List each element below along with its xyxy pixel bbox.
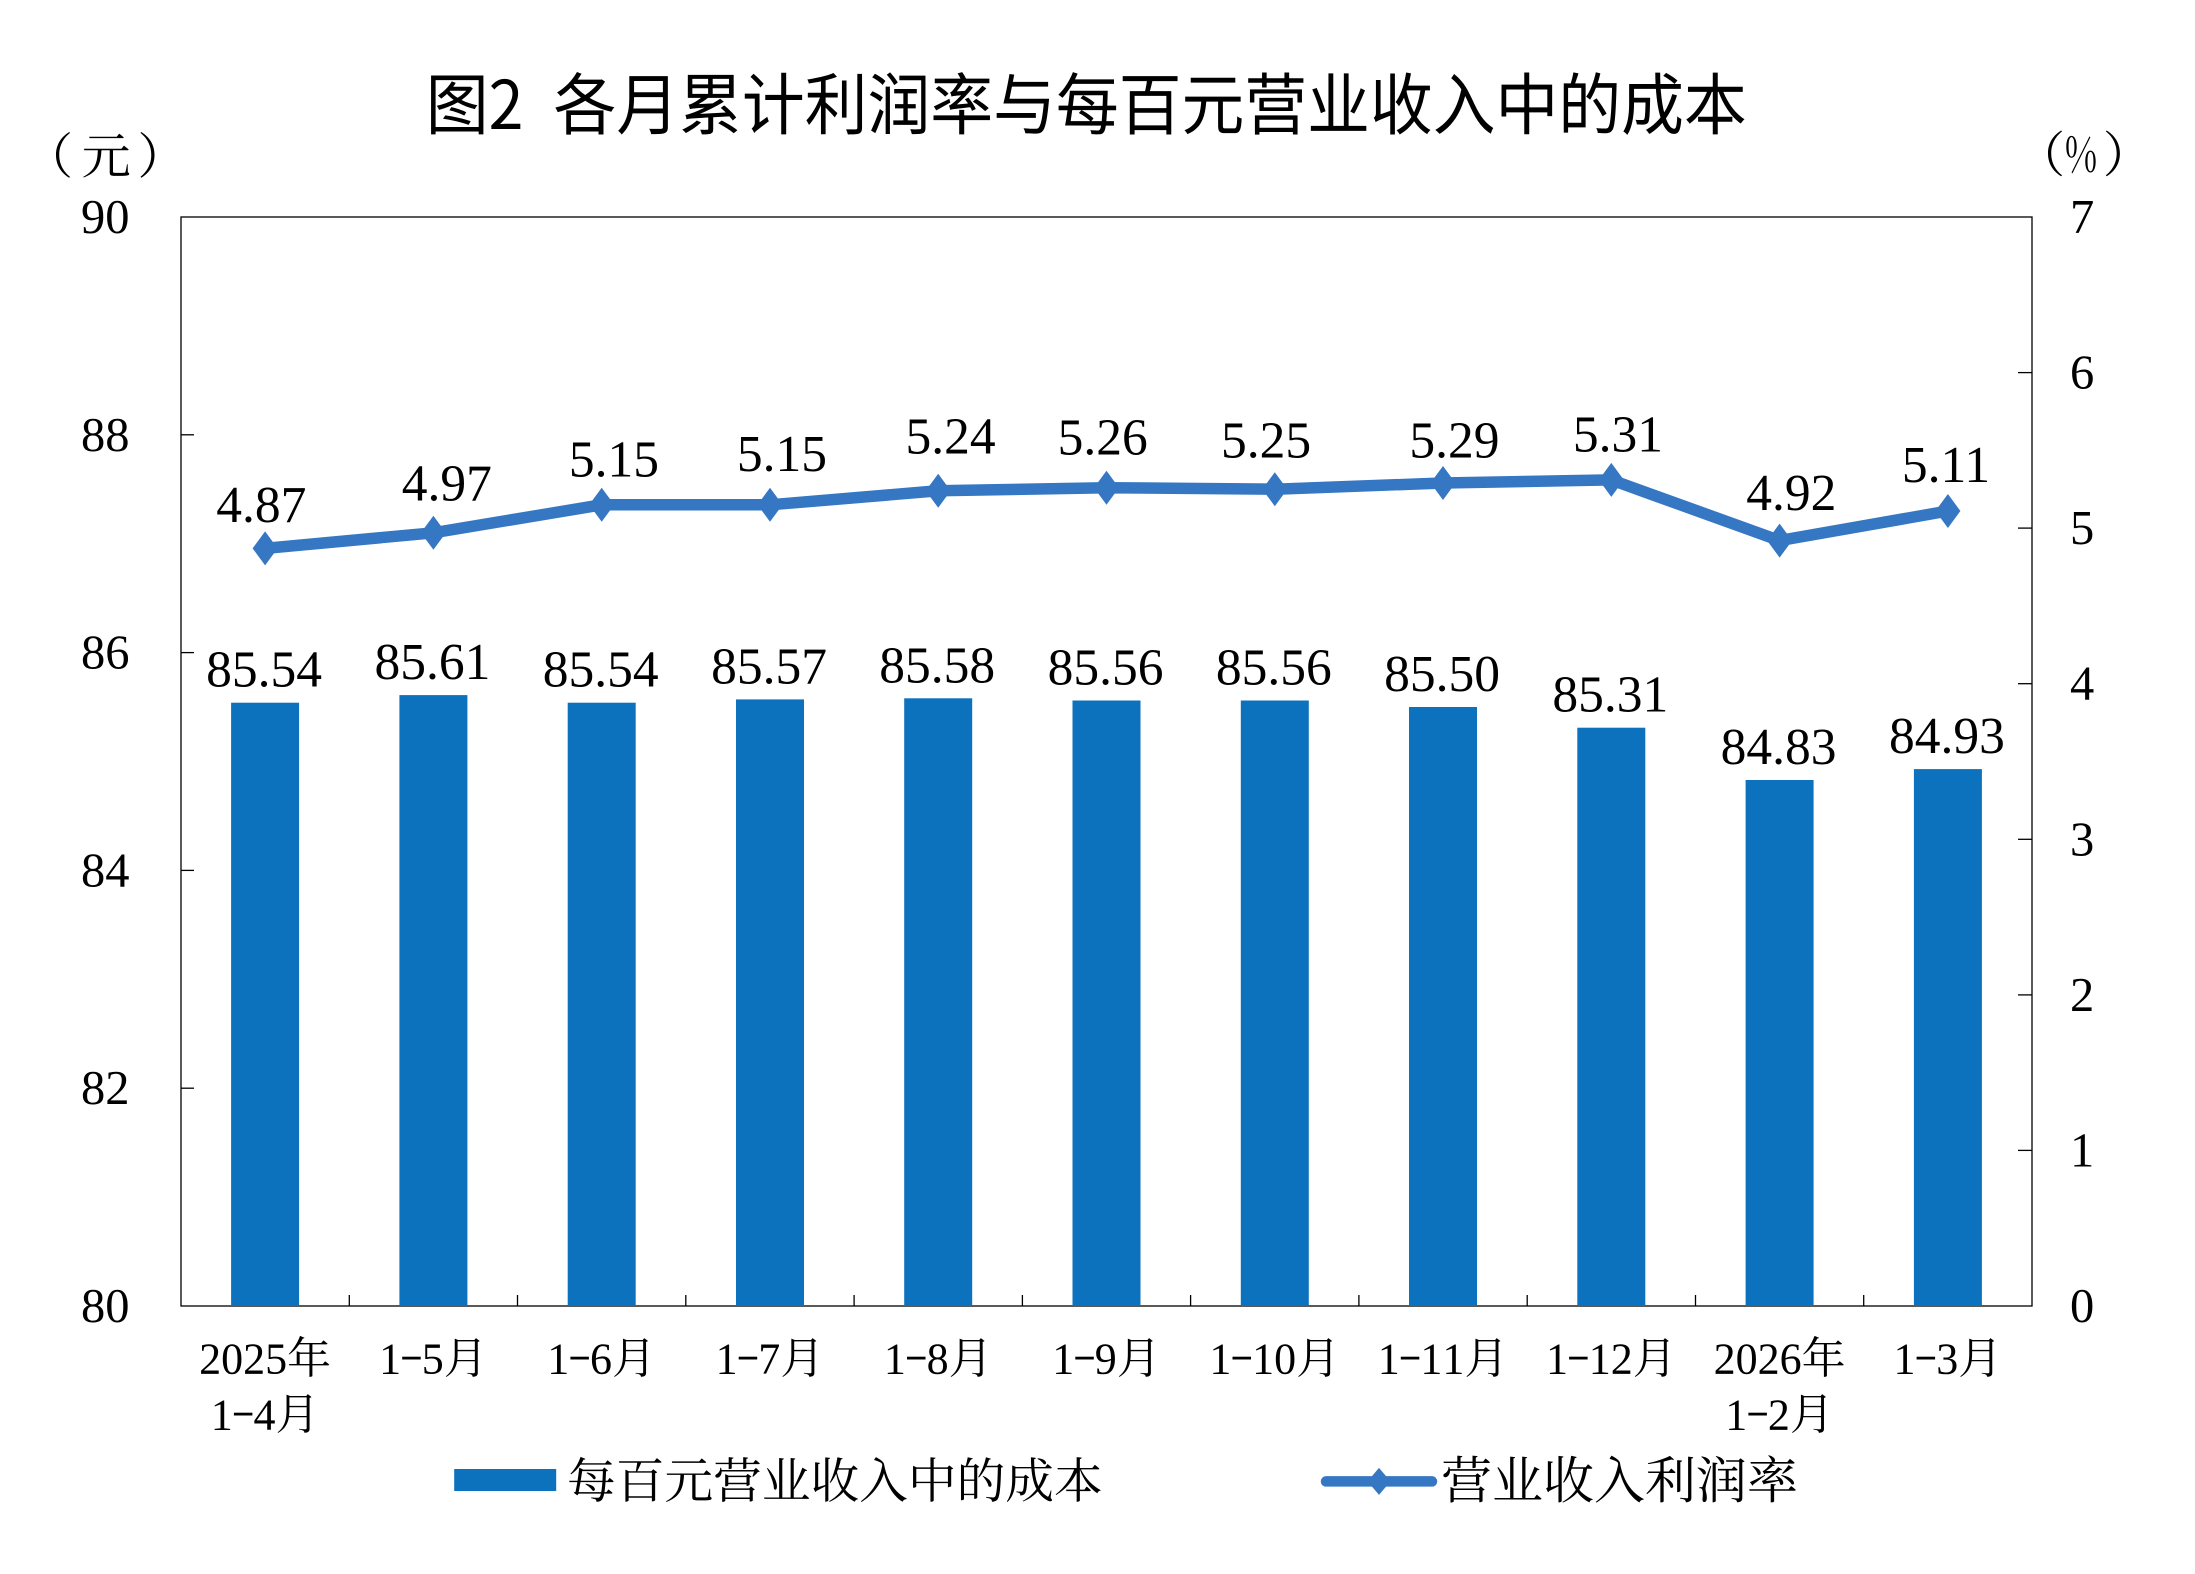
svg-text:5.26: 5.26 [1058,410,1148,467]
svg-text:5: 5 [265,1335,287,1384]
svg-text:88: 88 [81,409,130,462]
svg-text:1: 1 [379,1335,401,1384]
svg-text:2: 2 [1714,1335,1736,1384]
svg-text:2: 2 [2070,969,2094,1022]
svg-text:85.50: 85.50 [1384,646,1500,703]
svg-text:5.15: 5.15 [737,426,827,483]
svg-text:1: 1 [1894,1335,1916,1384]
svg-text:5.31: 5.31 [1573,407,1663,464]
svg-text:4: 4 [2070,658,2094,711]
svg-text:2: 2 [1611,1335,1633,1384]
svg-text:8: 8 [927,1335,949,1384]
svg-text:85.57: 85.57 [711,638,827,695]
svg-text:9: 9 [1095,1335,1117,1384]
svg-text:85.58: 85.58 [879,637,995,694]
svg-text:2: 2 [1768,1391,1790,1440]
svg-text:80: 80 [81,1280,130,1333]
svg-text:0: 0 [1274,1335,1296,1384]
svg-text:3: 3 [1936,1335,1958,1384]
svg-text:1: 1 [1442,1335,1464,1384]
svg-text:4.97: 4.97 [402,455,492,512]
svg-text:84: 84 [81,844,130,897]
svg-text:5.15: 5.15 [569,432,659,489]
svg-text:82: 82 [81,1062,130,1115]
svg-text:1: 1 [1209,1335,1231,1384]
svg-text:1: 1 [211,1391,233,1440]
svg-text:1: 1 [1420,1335,1442,1384]
svg-text:5.24: 5.24 [905,409,995,466]
svg-text:4: 4 [254,1391,276,1440]
svg-text:5: 5 [422,1335,444,1384]
svg-text:1: 1 [716,1335,738,1384]
svg-text:1: 1 [2070,1124,2094,1177]
svg-text:1: 1 [884,1335,906,1384]
svg-text:6: 6 [590,1335,612,1384]
svg-text:2: 2 [199,1335,221,1384]
svg-text:85.56: 85.56 [1216,640,1332,697]
svg-text:85.31: 85.31 [1552,667,1668,724]
svg-text:1: 1 [1725,1391,1747,1440]
svg-text:1: 1 [547,1335,569,1384]
svg-text:86: 86 [81,627,130,680]
svg-text:7: 7 [2070,191,2094,244]
svg-text:85.61: 85.61 [374,634,490,691]
svg-text:6: 6 [1780,1335,1802,1384]
svg-text:5.11: 5.11 [1902,437,1990,494]
svg-text:85.54: 85.54 [206,642,322,699]
svg-text:0: 0 [221,1335,243,1384]
svg-text:1: 1 [1052,1335,1074,1384]
svg-text:0: 0 [1736,1335,1758,1384]
svg-text:1: 1 [1546,1335,1568,1384]
svg-text:5.29: 5.29 [1409,413,1499,470]
svg-text:90: 90 [81,191,130,244]
svg-text:84.83: 84.83 [1721,719,1837,776]
svg-text:7: 7 [758,1335,780,1384]
svg-text:1: 1 [1589,1335,1611,1384]
svg-text:5: 5 [2070,502,2094,555]
svg-text:5.25: 5.25 [1221,413,1311,470]
svg-text:85.56: 85.56 [1048,640,1164,697]
svg-text:2: 2 [1758,1335,1780,1384]
svg-text:3: 3 [2070,813,2094,866]
svg-text:6: 6 [2070,347,2094,400]
svg-text:85.54: 85.54 [543,642,659,699]
svg-text:1: 1 [1378,1335,1400,1384]
svg-text:2: 2 [243,1335,265,1384]
svg-text:84.93: 84.93 [1889,708,2005,765]
svg-text:1: 1 [1252,1335,1274,1384]
svg-text:4.92: 4.92 [1746,465,1836,522]
svg-text:4.87: 4.87 [216,477,306,534]
svg-text:0: 0 [2070,1280,2094,1333]
